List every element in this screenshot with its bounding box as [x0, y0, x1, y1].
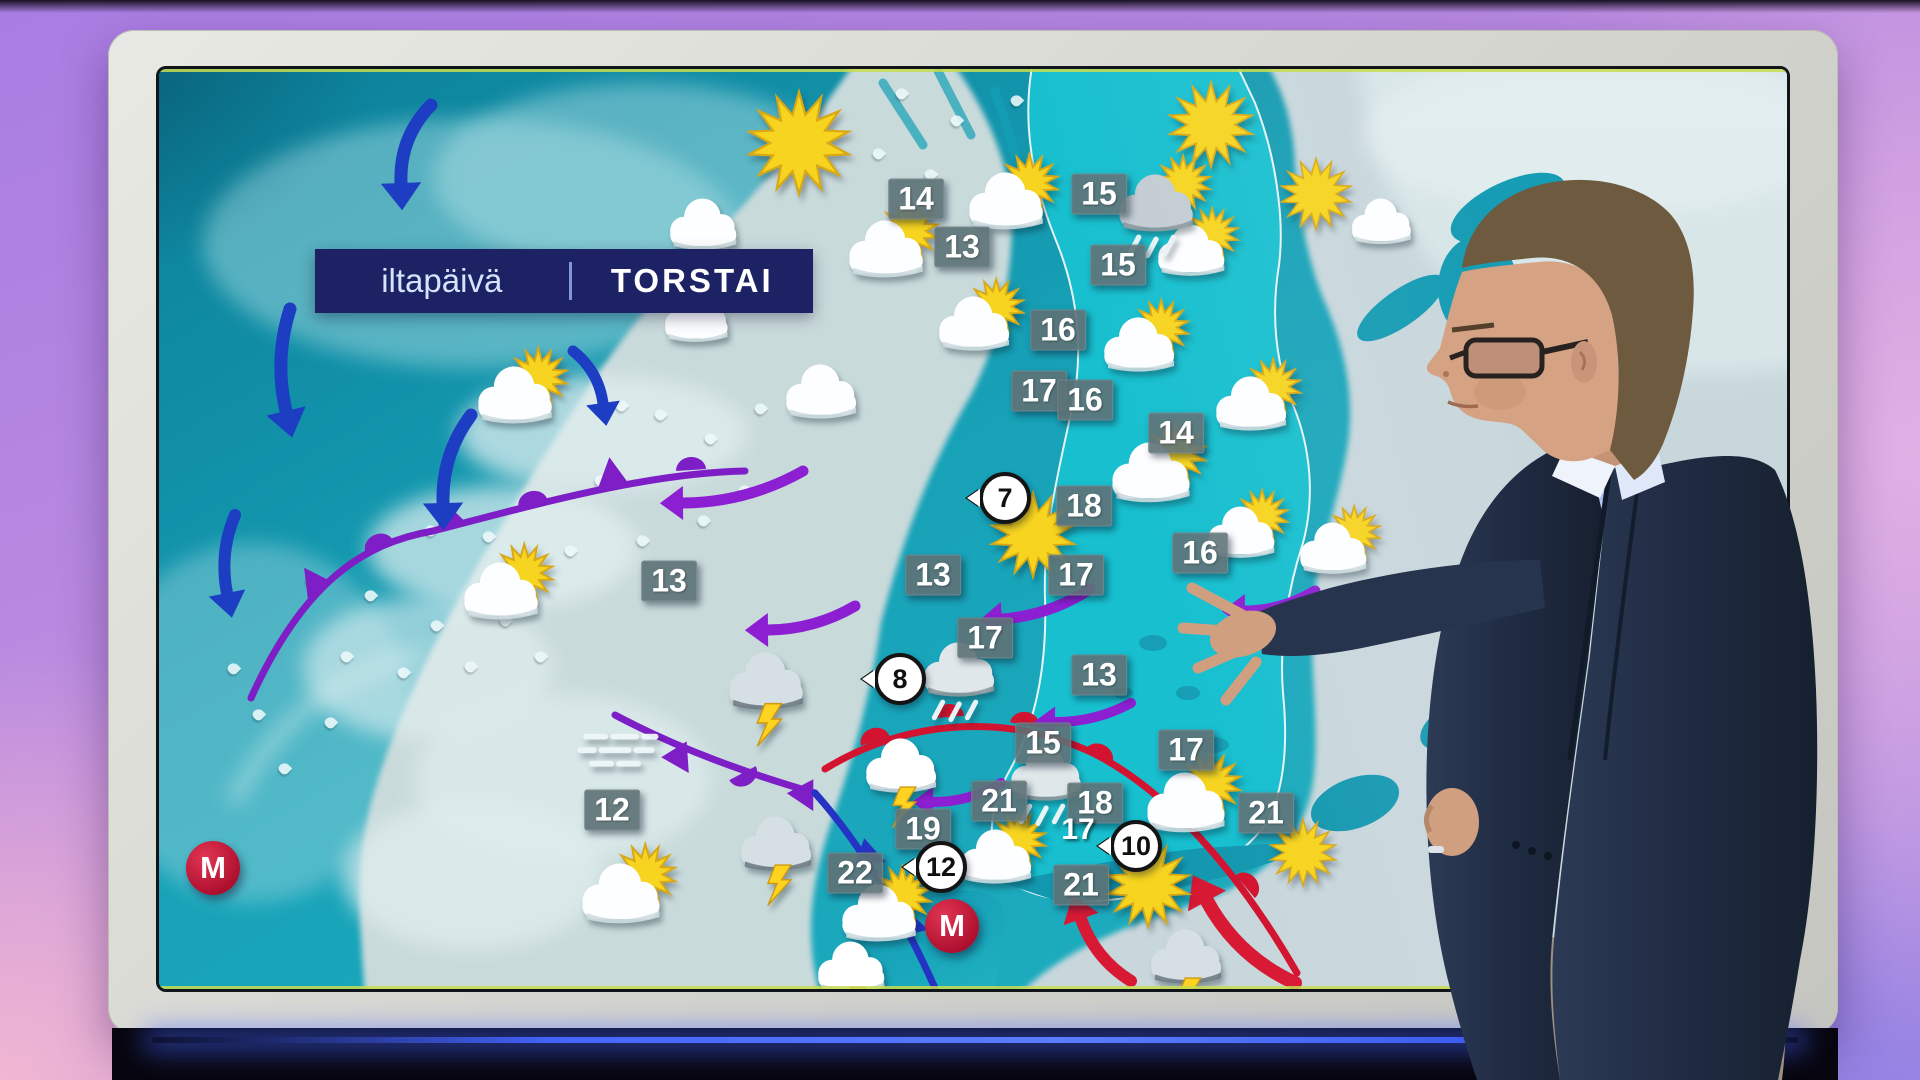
sun-cloud-icon	[459, 333, 575, 468]
temperature-label: 15	[1071, 173, 1127, 215]
low-pressure-marker: M	[925, 899, 979, 953]
thunder-white-icon	[801, 911, 905, 989]
temperature-label: 21	[1053, 864, 1109, 906]
wind-speed-marker: 12	[915, 841, 967, 893]
temperature-label: 16	[1030, 309, 1086, 351]
time-of-day-label: iltapäivä	[381, 262, 503, 299]
temperature-label: 12	[584, 789, 640, 831]
wind-speed-marker: 7	[979, 472, 1031, 524]
temperature-label: 15	[1015, 722, 1071, 764]
temperature-label: 14	[888, 178, 944, 220]
sun-cloud-icon	[562, 828, 684, 970]
temperature-label: 18	[1056, 485, 1112, 527]
studio-ceiling-shadow	[0, 0, 1920, 13]
temperature-label: 17	[957, 617, 1013, 659]
thunder-icon	[723, 784, 833, 913]
low-pressure-marker: M	[186, 841, 240, 895]
temperature-label: 17	[1048, 554, 1104, 596]
weather-presenter	[1177, 179, 1818, 1080]
temperature-label: 13	[934, 226, 990, 268]
forecast-label-box: iltapäivä TORSTAI	[315, 249, 813, 313]
sun-cloud-icon	[445, 529, 561, 664]
temperature-label: 13	[905, 554, 961, 596]
temperature-label: 17	[1061, 813, 1095, 846]
cloud-icon	[768, 332, 878, 461]
presenter-resting-hand	[1424, 788, 1479, 856]
presenter-pointing-hand	[1177, 582, 1277, 706]
temperature-label: 21	[971, 780, 1027, 822]
wind-speed-marker: 8	[874, 653, 926, 705]
temperature-label: 16	[1057, 379, 1113, 421]
temperature-label: 15	[1090, 244, 1146, 286]
thunder-icon	[710, 619, 826, 754]
led-strip	[152, 1037, 1798, 1043]
day-label: TORSTAI	[610, 262, 774, 299]
temperature-label: 13	[641, 560, 697, 602]
temperature-label: 22	[827, 852, 883, 894]
presenter-head	[1426, 179, 1694, 500]
temperature-label: 13	[1071, 654, 1127, 696]
presenter-blazer	[1258, 438, 1818, 1080]
